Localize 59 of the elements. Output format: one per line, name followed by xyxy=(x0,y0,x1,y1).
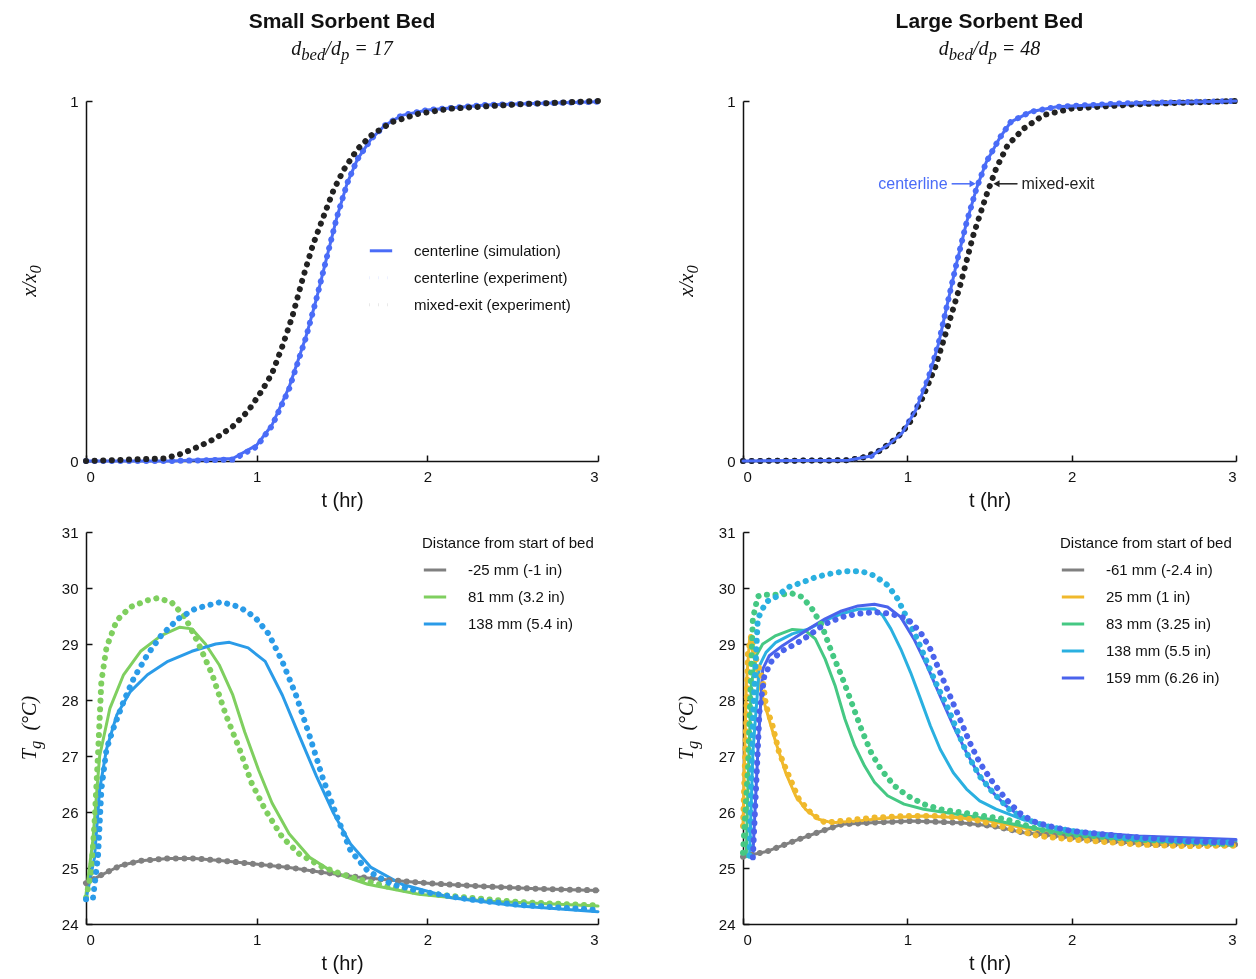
annotation: centerline xyxy=(878,174,948,192)
x-tick-label: 0 xyxy=(86,467,95,485)
chart-title: Large Sorbent Bed xyxy=(894,9,1085,33)
legend-label: centerline (experiment) xyxy=(414,268,568,286)
x-tick-label: 1 xyxy=(252,930,262,948)
legend-label: -61 mm (-2.4 in) xyxy=(1106,561,1213,578)
legend-title: Distance from start of bed xyxy=(1060,534,1232,551)
y-tick-label: 24 xyxy=(718,915,736,933)
x-axis-title: t (hr) xyxy=(321,488,364,511)
y-tick-label: 29 xyxy=(718,635,736,653)
legend-label: 25 mm (1 in) xyxy=(1106,588,1191,605)
y-tick-label: 30 xyxy=(61,579,79,597)
y-tick-label: 0 xyxy=(727,452,736,470)
x-tick-label: 1 xyxy=(903,930,913,948)
x-tick-label: 3 xyxy=(1228,467,1237,485)
x-tick-label: 2 xyxy=(1067,467,1077,485)
x-tick-label: 2 xyxy=(423,467,433,485)
y-tick-label: 1 xyxy=(727,92,736,110)
x-tick-label: 0 xyxy=(743,467,752,485)
y-tick-label: 29 xyxy=(61,635,79,653)
legend-label: centerline (simulation) xyxy=(414,241,561,259)
y-tick-label: 27 xyxy=(61,747,79,765)
legend-label: 81 mm (3.2 in) xyxy=(468,588,565,605)
x-axis-title: t (hr) xyxy=(321,951,364,974)
chart-title: Small Sorbent Bed xyxy=(247,9,437,33)
legend-label: mixed-exit (experiment) xyxy=(414,295,571,313)
x-axis-title: t (hr) xyxy=(968,488,1012,511)
y-tick-label: 24 xyxy=(61,915,79,933)
x-tick-label: 2 xyxy=(1067,930,1077,948)
legend-title: Distance from start of bed xyxy=(422,534,594,551)
annotation: mixed-exit xyxy=(1021,174,1095,192)
x-tick-label: 0 xyxy=(86,930,95,948)
legend-label: 138 mm (5.4 in) xyxy=(468,615,574,632)
y-tick-label: 26 xyxy=(61,803,79,821)
x-tick-label: 3 xyxy=(590,467,599,485)
legend-label: -25 mm (-1 in) xyxy=(468,561,563,578)
y-tick-label: 27 xyxy=(718,747,736,765)
x-axis-title: t (hr) xyxy=(968,951,1012,974)
y-tick-label: 1 xyxy=(70,92,79,110)
x-tick-label: 1 xyxy=(903,467,913,485)
y-tick-label: 31 xyxy=(61,523,79,541)
y-tick-label: 31 xyxy=(718,523,736,541)
y-tick-label: 26 xyxy=(718,803,736,821)
chart-subtitle: d$_{bed}$/d$_{p}$ = 48 xyxy=(937,37,1042,65)
x-tick-label: 1 xyxy=(252,467,262,485)
x-tick-label: 2 xyxy=(423,930,433,948)
legend-label: 159 mm (6.26 in) xyxy=(1106,669,1220,686)
chart-subtitle: d$_{bed}$/d$_{p}$ = 17 xyxy=(290,37,395,65)
x-tick-label: 3 xyxy=(590,930,599,948)
y-tick-label: 28 xyxy=(61,691,79,709)
x-tick-label: 0 xyxy=(743,930,752,948)
legend-label: 138 mm (5.5 in) xyxy=(1106,642,1212,659)
y-tick-label: 30 xyxy=(718,579,736,597)
y-tick-label: 25 xyxy=(61,859,79,877)
y-tick-label: 25 xyxy=(718,859,736,877)
y-tick-label: 0 xyxy=(70,452,79,470)
x-tick-label: 3 xyxy=(1228,930,1237,948)
legend-label: 83 mm (3.25 in) xyxy=(1106,615,1212,632)
y-tick-label: 28 xyxy=(718,691,736,709)
